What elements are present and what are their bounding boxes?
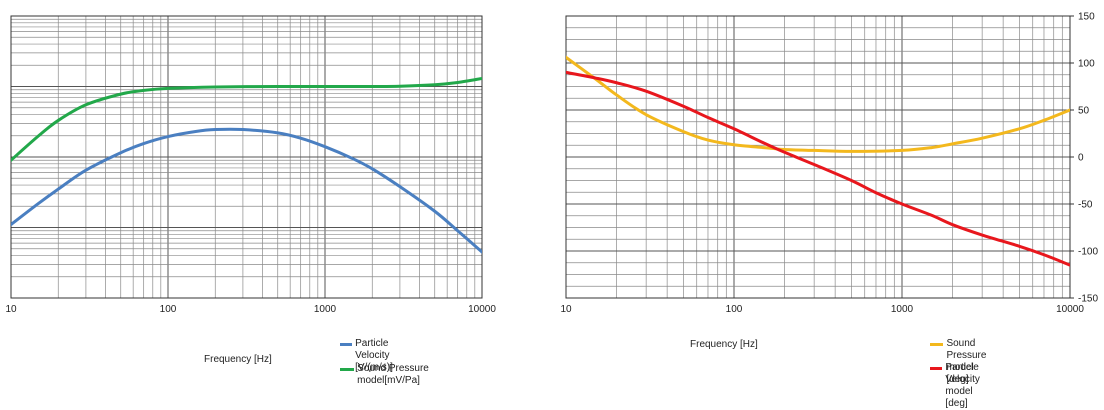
legend-label-particle-velocity-phase: Particle Velocity model [deg] (945, 362, 980, 409)
chart1-x-axis-label: Frequency [Hz] (204, 354, 272, 365)
y-tick-label: -50 (1078, 200, 1093, 211)
legend-swatch-sound-pressure-phase (930, 343, 944, 346)
legend-item-sound-pressure-phase: Sound Pressure model [deg] (930, 338, 999, 386)
series-line-1 (566, 70, 1070, 267)
x-tick-label: 100 (160, 304, 177, 315)
figure-canvas: 10 100 1000 10000 10 100 1000 10000-150-100-50… (5, 12, 1098, 316)
y-tick-label: 50 (1078, 106, 1090, 117)
legend-item-sound-pressure: Sound Pressure model[mV/Pa] (340, 363, 432, 387)
x-tick-label: 1000 (314, 304, 337, 315)
plot-frame (10, 15, 483, 299)
legend-label-sound-pressure-phase: Sound Pressure model [deg] (946, 338, 987, 385)
x-tick-label: 1000 (891, 304, 914, 315)
y-tick-label: -150 (1078, 294, 1098, 305)
legend-swatch-particle-velocity-phase (930, 367, 943, 370)
x-tick-label: 10000 (1056, 304, 1084, 315)
magnitude-chart: 10 100 1000 10000 (5, 15, 496, 315)
y-tick-label: 150 (1078, 12, 1095, 23)
series-line-0 (566, 55, 1070, 153)
x-tick-label: 10000 (468, 304, 496, 315)
x-tick-label: 100 (726, 304, 743, 315)
series-line-0 (11, 127, 482, 254)
x-tick-label: 10 (5, 304, 17, 315)
series-line-1 (11, 76, 482, 162)
legend-swatch-sound-pressure (340, 368, 355, 371)
phase-chart: 10 100 1000 10000-150 -100 -50 0 50 100 150 (560, 12, 1098, 316)
legend-swatch-particle-velocity (340, 343, 353, 346)
y-tick-label: -100 (1078, 247, 1098, 258)
y-tick-label: 0 (1078, 153, 1084, 164)
y-tick-label: 100 (1078, 59, 1095, 70)
chart2-x-axis-label: Frequency [Hz] (690, 339, 758, 350)
legend-label-particle-velocity: Particle Velocity [V/(m/s)] (355, 338, 393, 373)
legend-item-particle-velocity: Particle Velocity [V/(m/s)] (340, 338, 407, 374)
legend-label-sound-pressure: Sound Pressure model[mV/Pa] (357, 363, 429, 386)
legend-item-particle-velocity-phase: Particle Velocity model [deg] (930, 362, 993, 410)
x-tick-label: 10 (560, 304, 572, 315)
